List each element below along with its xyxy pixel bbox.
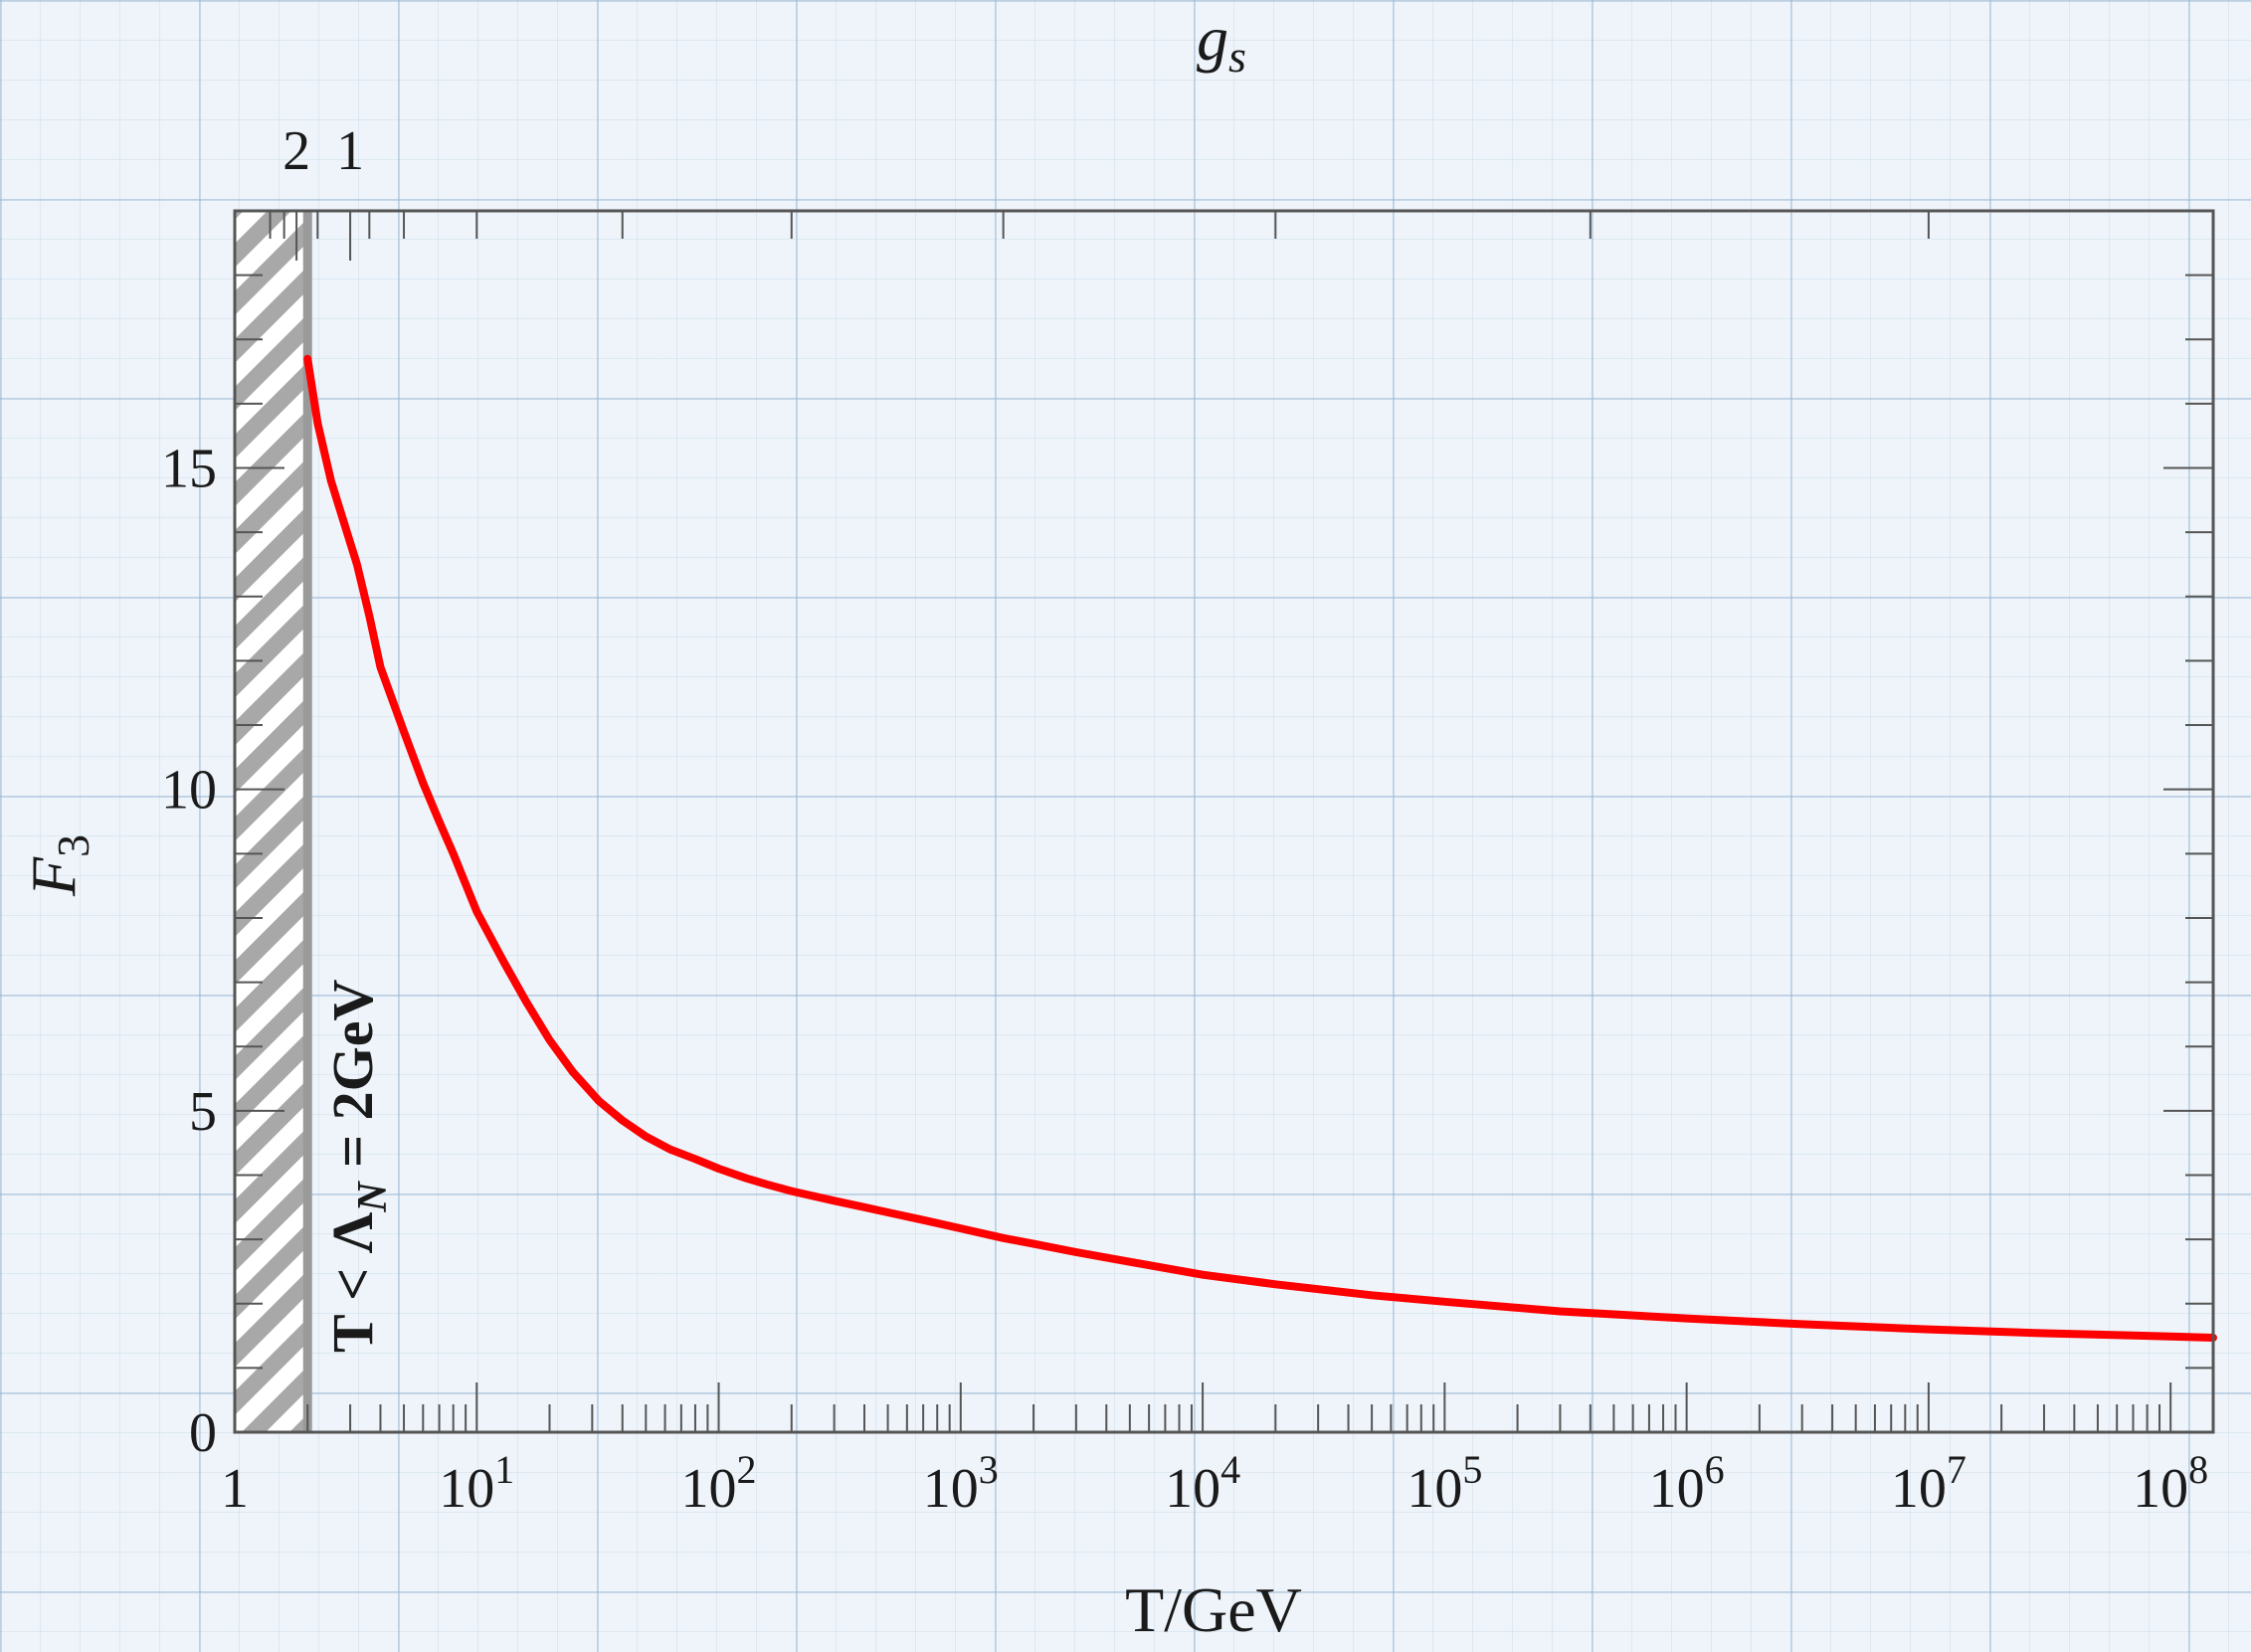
excluded-region-hatch (235, 211, 308, 1432)
excluded-region-label: T < ΛN = 2GeV (320, 979, 396, 1353)
series-curve (303, 354, 2217, 1342)
y-tick-label: 0 (189, 1402, 217, 1464)
plot-background (235, 211, 2213, 1432)
series-line (303, 354, 2217, 1342)
axis-ticks (234, 210, 2213, 1433)
x-tick-label: 103 (923, 1447, 999, 1520)
top-axis-label: gs (1197, 3, 1246, 82)
x-tick-label: 108 (2133, 1447, 2208, 1520)
y-tick-label: 10 (161, 760, 217, 822)
x-tick-label: 104 (1165, 1447, 1240, 1520)
x-tick-label: 101 (439, 1447, 514, 1520)
top-tick-label: 2 (282, 120, 310, 182)
plot-border (233, 209, 2215, 1434)
x-tick-label: 1 (221, 1458, 249, 1520)
x-tick-label: 107 (1891, 1447, 1967, 1520)
plot-frame (233, 209, 2215, 1434)
x-axis-label: T/GeV (1125, 1574, 1302, 1645)
y-axis-label: F3 (18, 834, 98, 897)
plot-area (235, 211, 2213, 1432)
x-tick-label: 105 (1407, 1447, 1482, 1520)
y-tick-label: 15 (161, 439, 217, 500)
excluded-region (235, 211, 312, 1432)
x-tick-label: 106 (1649, 1447, 1725, 1520)
top-tick-label: 1 (336, 120, 364, 182)
y-tick-label: 5 (189, 1081, 217, 1143)
x-tick-label: 102 (681, 1447, 757, 1520)
